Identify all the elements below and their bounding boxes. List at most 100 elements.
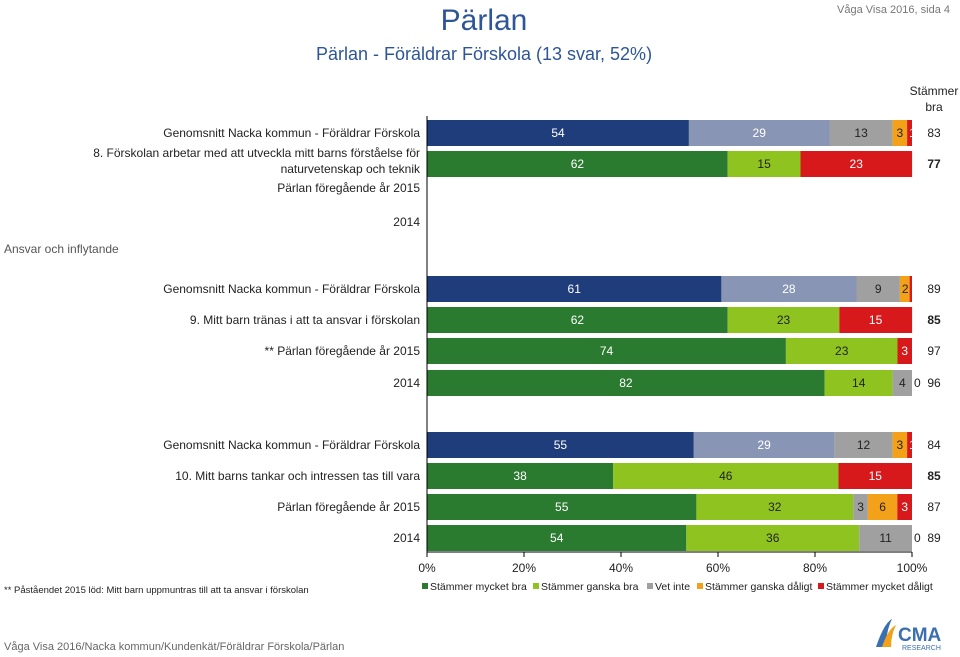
total-label: 89 bbox=[927, 531, 941, 545]
nacka-row-label: Genomsnitt Nacka kommun - Föräldrar Förs… bbox=[163, 126, 420, 140]
data-label: 12 bbox=[857, 438, 871, 452]
data-label: 11 bbox=[879, 531, 892, 545]
total-label: 97 bbox=[927, 344, 941, 358]
data-label: 29 bbox=[757, 438, 771, 452]
legend-swatch bbox=[818, 583, 824, 589]
data-label: 32 bbox=[768, 500, 782, 514]
bar-segment bbox=[688, 120, 830, 146]
footer-path: Våga Visa 2016/Nacka kommun/Kundenkät/Fö… bbox=[4, 641, 345, 653]
data-label: 0 bbox=[914, 376, 921, 390]
data-label: 55 bbox=[555, 500, 569, 514]
page-subtitle: Pärlan - Föräldrar Förskola (13 svar, 52… bbox=[315, 44, 653, 64]
bar-segment bbox=[839, 307, 913, 333]
bar-segment bbox=[838, 463, 912, 489]
total-label: 89 bbox=[927, 282, 941, 296]
data-label: 3 bbox=[897, 438, 904, 452]
total-label: 96 bbox=[927, 376, 941, 390]
nacka-row-label: Genomsnitt Nacka kommun - Föräldrar Förs… bbox=[163, 438, 420, 452]
data-label: 15 bbox=[869, 313, 883, 327]
bar-segment bbox=[897, 494, 912, 520]
section-label: Ansvar och inflytande bbox=[4, 242, 119, 256]
bar-segment bbox=[859, 525, 912, 551]
data-label: 0 bbox=[914, 531, 921, 545]
right-column-header: Stämmer bbox=[910, 84, 959, 98]
total-label: 87 bbox=[927, 500, 941, 514]
data-label: 3 bbox=[901, 500, 908, 514]
data-label: 6 bbox=[879, 500, 886, 514]
bar-segment bbox=[829, 120, 893, 146]
bar-segment bbox=[899, 276, 910, 302]
logo-text: CMA bbox=[898, 625, 942, 646]
bar-segment bbox=[696, 494, 854, 520]
bar-segment bbox=[856, 276, 900, 302]
bar-segment bbox=[686, 525, 860, 551]
data-label: 74 bbox=[600, 344, 614, 358]
footnote: ** Påståendet 2015 löd: Mitt barn uppmun… bbox=[4, 585, 309, 596]
page-reference: Våga Visa 2016, sida 4 bbox=[837, 4, 950, 16]
bar-segment bbox=[427, 276, 722, 302]
data-label: 23 bbox=[850, 157, 864, 171]
legend-swatch bbox=[533, 583, 539, 589]
bar-segment bbox=[834, 432, 893, 458]
bar-segment bbox=[427, 432, 694, 458]
bar-segment bbox=[427, 494, 697, 520]
row-label: ** Pärlan föregående år 2015 bbox=[265, 344, 421, 358]
page-title: Pärlan bbox=[440, 4, 528, 37]
data-label: 62 bbox=[571, 313, 585, 327]
data-label: 38 bbox=[513, 469, 527, 483]
data-label: 62 bbox=[571, 157, 585, 171]
cma-logo: CMA RESEARCH bbox=[876, 619, 942, 652]
data-label: 14 bbox=[852, 376, 866, 390]
bar-segment bbox=[909, 276, 912, 302]
bar-segment bbox=[892, 370, 912, 396]
nacka-row-label: Genomsnitt Nacka kommun - Föräldrar Förs… bbox=[163, 282, 420, 296]
legend-label: Stämmer ganska bra bbox=[541, 581, 639, 593]
data-label: 82 bbox=[619, 376, 633, 390]
data-label: 0 bbox=[912, 282, 919, 296]
bar-segment bbox=[892, 120, 908, 146]
logo-subtext: RESEARCH bbox=[902, 645, 941, 652]
bar-segment bbox=[427, 463, 614, 489]
data-label: 15 bbox=[869, 469, 883, 483]
bar-segment bbox=[867, 494, 898, 520]
bar-segment bbox=[613, 463, 839, 489]
x-tick-label: 0% bbox=[418, 561, 436, 575]
right-column-header: bra bbox=[925, 100, 943, 114]
legend-label: Vet inte bbox=[655, 581, 690, 593]
data-label: 54 bbox=[551, 126, 565, 140]
x-tick-label: 60% bbox=[706, 561, 730, 575]
total-label: 83 bbox=[927, 126, 941, 140]
data-label: 23 bbox=[777, 313, 791, 327]
legend-label: Stämmer mycket bra bbox=[430, 581, 527, 593]
question-label: 8. Förskolan arbetar med att utveckla mi… bbox=[93, 146, 420, 160]
row-label: 2014 bbox=[393, 376, 420, 390]
bar-segment bbox=[907, 120, 912, 146]
data-label: 46 bbox=[719, 469, 733, 483]
bar-segment bbox=[853, 494, 868, 520]
data-label: 15 bbox=[757, 157, 771, 171]
bar-segment bbox=[907, 432, 912, 458]
data-label: 3 bbox=[897, 126, 904, 140]
total-label: 77 bbox=[927, 157, 941, 171]
legend-label: Stämmer ganska dåligt bbox=[705, 581, 812, 593]
data-label: 54 bbox=[550, 531, 564, 545]
bar-segment bbox=[727, 307, 840, 333]
bar-segment bbox=[800, 151, 913, 177]
bar-segment bbox=[824, 370, 893, 396]
bar-segment bbox=[727, 151, 801, 177]
data-label: 4 bbox=[899, 376, 906, 390]
legend-swatch bbox=[422, 583, 428, 589]
row-label: Pärlan föregående år 2015 bbox=[277, 500, 420, 514]
bar-segment bbox=[721, 276, 857, 302]
total-label: 85 bbox=[927, 469, 941, 483]
bar-segment bbox=[427, 525, 687, 551]
data-label: 1 bbox=[909, 438, 916, 452]
total-label: 85 bbox=[927, 313, 941, 327]
question-label: naturvetenskap och teknik bbox=[281, 162, 421, 176]
data-label: 3 bbox=[901, 344, 908, 358]
bar-segment bbox=[427, 120, 689, 146]
x-tick-label: 40% bbox=[609, 561, 633, 575]
legend-swatch bbox=[697, 583, 703, 589]
legend-label: Stämmer mycket dåligt bbox=[826, 581, 933, 593]
